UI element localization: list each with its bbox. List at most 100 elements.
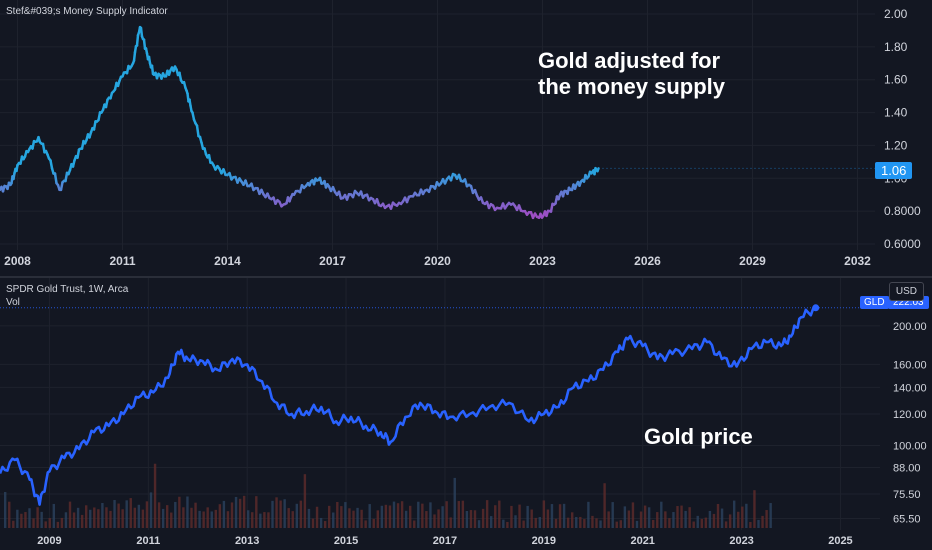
- indicator-segment: [139, 26, 144, 38]
- volume-bar: [627, 510, 631, 528]
- x-tick-label: 2025: [828, 535, 852, 547]
- volume-bar: [222, 500, 226, 528]
- volume-bar: [761, 515, 764, 528]
- y-tick-label: 100.00: [893, 440, 927, 452]
- volume-bar: [490, 516, 493, 528]
- volume-bar: [323, 521, 327, 528]
- indicator-segment: [135, 33, 140, 47]
- volume-bar: [485, 500, 489, 528]
- volume-bar: [506, 521, 509, 528]
- volume-bar: [125, 500, 128, 528]
- volume-bar: [546, 509, 550, 528]
- volume-bar: [498, 500, 501, 528]
- x-tick-label: 2026: [634, 254, 661, 268]
- y-tick-label: 0.8000: [884, 204, 921, 218]
- volume-bar: [190, 507, 193, 528]
- volume-bar: [332, 512, 335, 528]
- volume-bar: [473, 510, 477, 528]
- indicator-annotation: Gold adjusted for the money supply: [538, 48, 725, 100]
- y-tick-label: 160.00: [893, 359, 927, 371]
- volume-bar: [652, 519, 655, 528]
- volume-bar: [469, 510, 473, 528]
- indicator-segment: [142, 38, 147, 51]
- volume-bar: [48, 518, 51, 528]
- volume-bar: [591, 515, 594, 528]
- volume-bar: [259, 513, 262, 528]
- x-tick-label: 2023: [729, 535, 753, 547]
- volume-bar: [319, 517, 323, 528]
- volume-bar: [522, 520, 525, 528]
- volume-bar: [392, 501, 396, 528]
- volume-bar: [741, 506, 744, 528]
- volume-bar: [80, 514, 84, 528]
- volume-bar: [234, 496, 238, 528]
- volume-bar: [384, 504, 388, 528]
- volume-bar: [404, 510, 408, 528]
- volume-bar: [218, 504, 222, 528]
- volume-bar: [121, 509, 124, 528]
- volume-bar: [68, 501, 72, 528]
- x-tick-label: 2009: [37, 535, 61, 547]
- pane-divider[interactable]: [0, 276, 932, 278]
- volume-bar: [101, 502, 104, 528]
- y-tick-label: 1.60: [884, 73, 908, 87]
- volume-bar: [502, 519, 505, 528]
- volume-bar: [60, 517, 64, 528]
- volume-bar: [238, 498, 242, 528]
- y-tick-label: 75.50: [893, 489, 921, 501]
- volume-bar: [724, 521, 728, 528]
- indicator-series: [0, 25, 600, 220]
- volume-bar: [364, 520, 367, 528]
- last-price-dot: [812, 304, 820, 312]
- volume-bar: [745, 503, 748, 528]
- x-tick-label: 2017: [433, 535, 457, 547]
- volume-bar: [348, 508, 351, 528]
- volume-bar: [700, 518, 703, 528]
- symbol-title[interactable]: SPDR Gold Trust, 1W, Arca: [6, 284, 129, 295]
- volume-bar: [494, 505, 497, 528]
- volume-label[interactable]: Vol: [6, 297, 20, 308]
- volume-bar: [328, 505, 331, 528]
- volume-bar: [583, 519, 586, 528]
- volume-bar: [255, 496, 258, 528]
- volume-bar: [76, 507, 80, 528]
- volume-bar: [230, 502, 234, 528]
- volume-bar: [676, 506, 679, 528]
- volume-bar: [275, 497, 278, 528]
- volume-bar: [465, 510, 469, 528]
- volume-bar: [149, 492, 153, 528]
- indicator-title: Stef&#039;s Money Supply Indicator: [6, 6, 168, 17]
- volume-bar: [684, 510, 687, 528]
- x-tick-label: 2011: [136, 535, 160, 547]
- volume-bar: [344, 502, 347, 528]
- volume-bar: [85, 505, 88, 528]
- y-tick-label: 0.6000: [884, 237, 921, 251]
- indicator-segment: [49, 159, 54, 170]
- volume-bar: [89, 509, 92, 528]
- price-pane: 200.00 160.00 140.00 120.00 100.00 88.00 75.50…: [0, 278, 932, 550]
- x-tick-label: 2032: [844, 254, 871, 268]
- volume-bar: [166, 505, 169, 528]
- indicator-segment: [92, 120, 97, 131]
- volume-bar: [518, 504, 521, 528]
- volume-bar: [388, 505, 392, 528]
- volume-bar: [680, 505, 683, 528]
- volume-bar: [315, 506, 319, 528]
- indicator-last-value-badge: 1.06: [875, 162, 913, 179]
- volume-bar: [453, 477, 456, 528]
- volume-bar: [692, 521, 695, 528]
- indicator-segment: [76, 148, 81, 160]
- volume-bar: [194, 502, 197, 528]
- price-chart: 200.00 160.00 140.00 120.00 100.00 88.00 75.50…: [0, 278, 927, 547]
- volume-bar: [477, 520, 481, 528]
- volume-bar: [12, 520, 15, 528]
- x-tick-label: 2021: [630, 535, 654, 547]
- currency-button[interactable]: USD: [888, 282, 924, 301]
- volume-bar: [271, 500, 274, 528]
- volume-bar: [336, 501, 339, 528]
- volume-bar: [8, 501, 11, 528]
- y-tick-label: 2.00: [884, 7, 908, 21]
- volume-bar: [210, 511, 213, 528]
- indicator-annotation-line1: Gold adjusted for: [538, 48, 721, 73]
- volume-bar: [109, 510, 112, 528]
